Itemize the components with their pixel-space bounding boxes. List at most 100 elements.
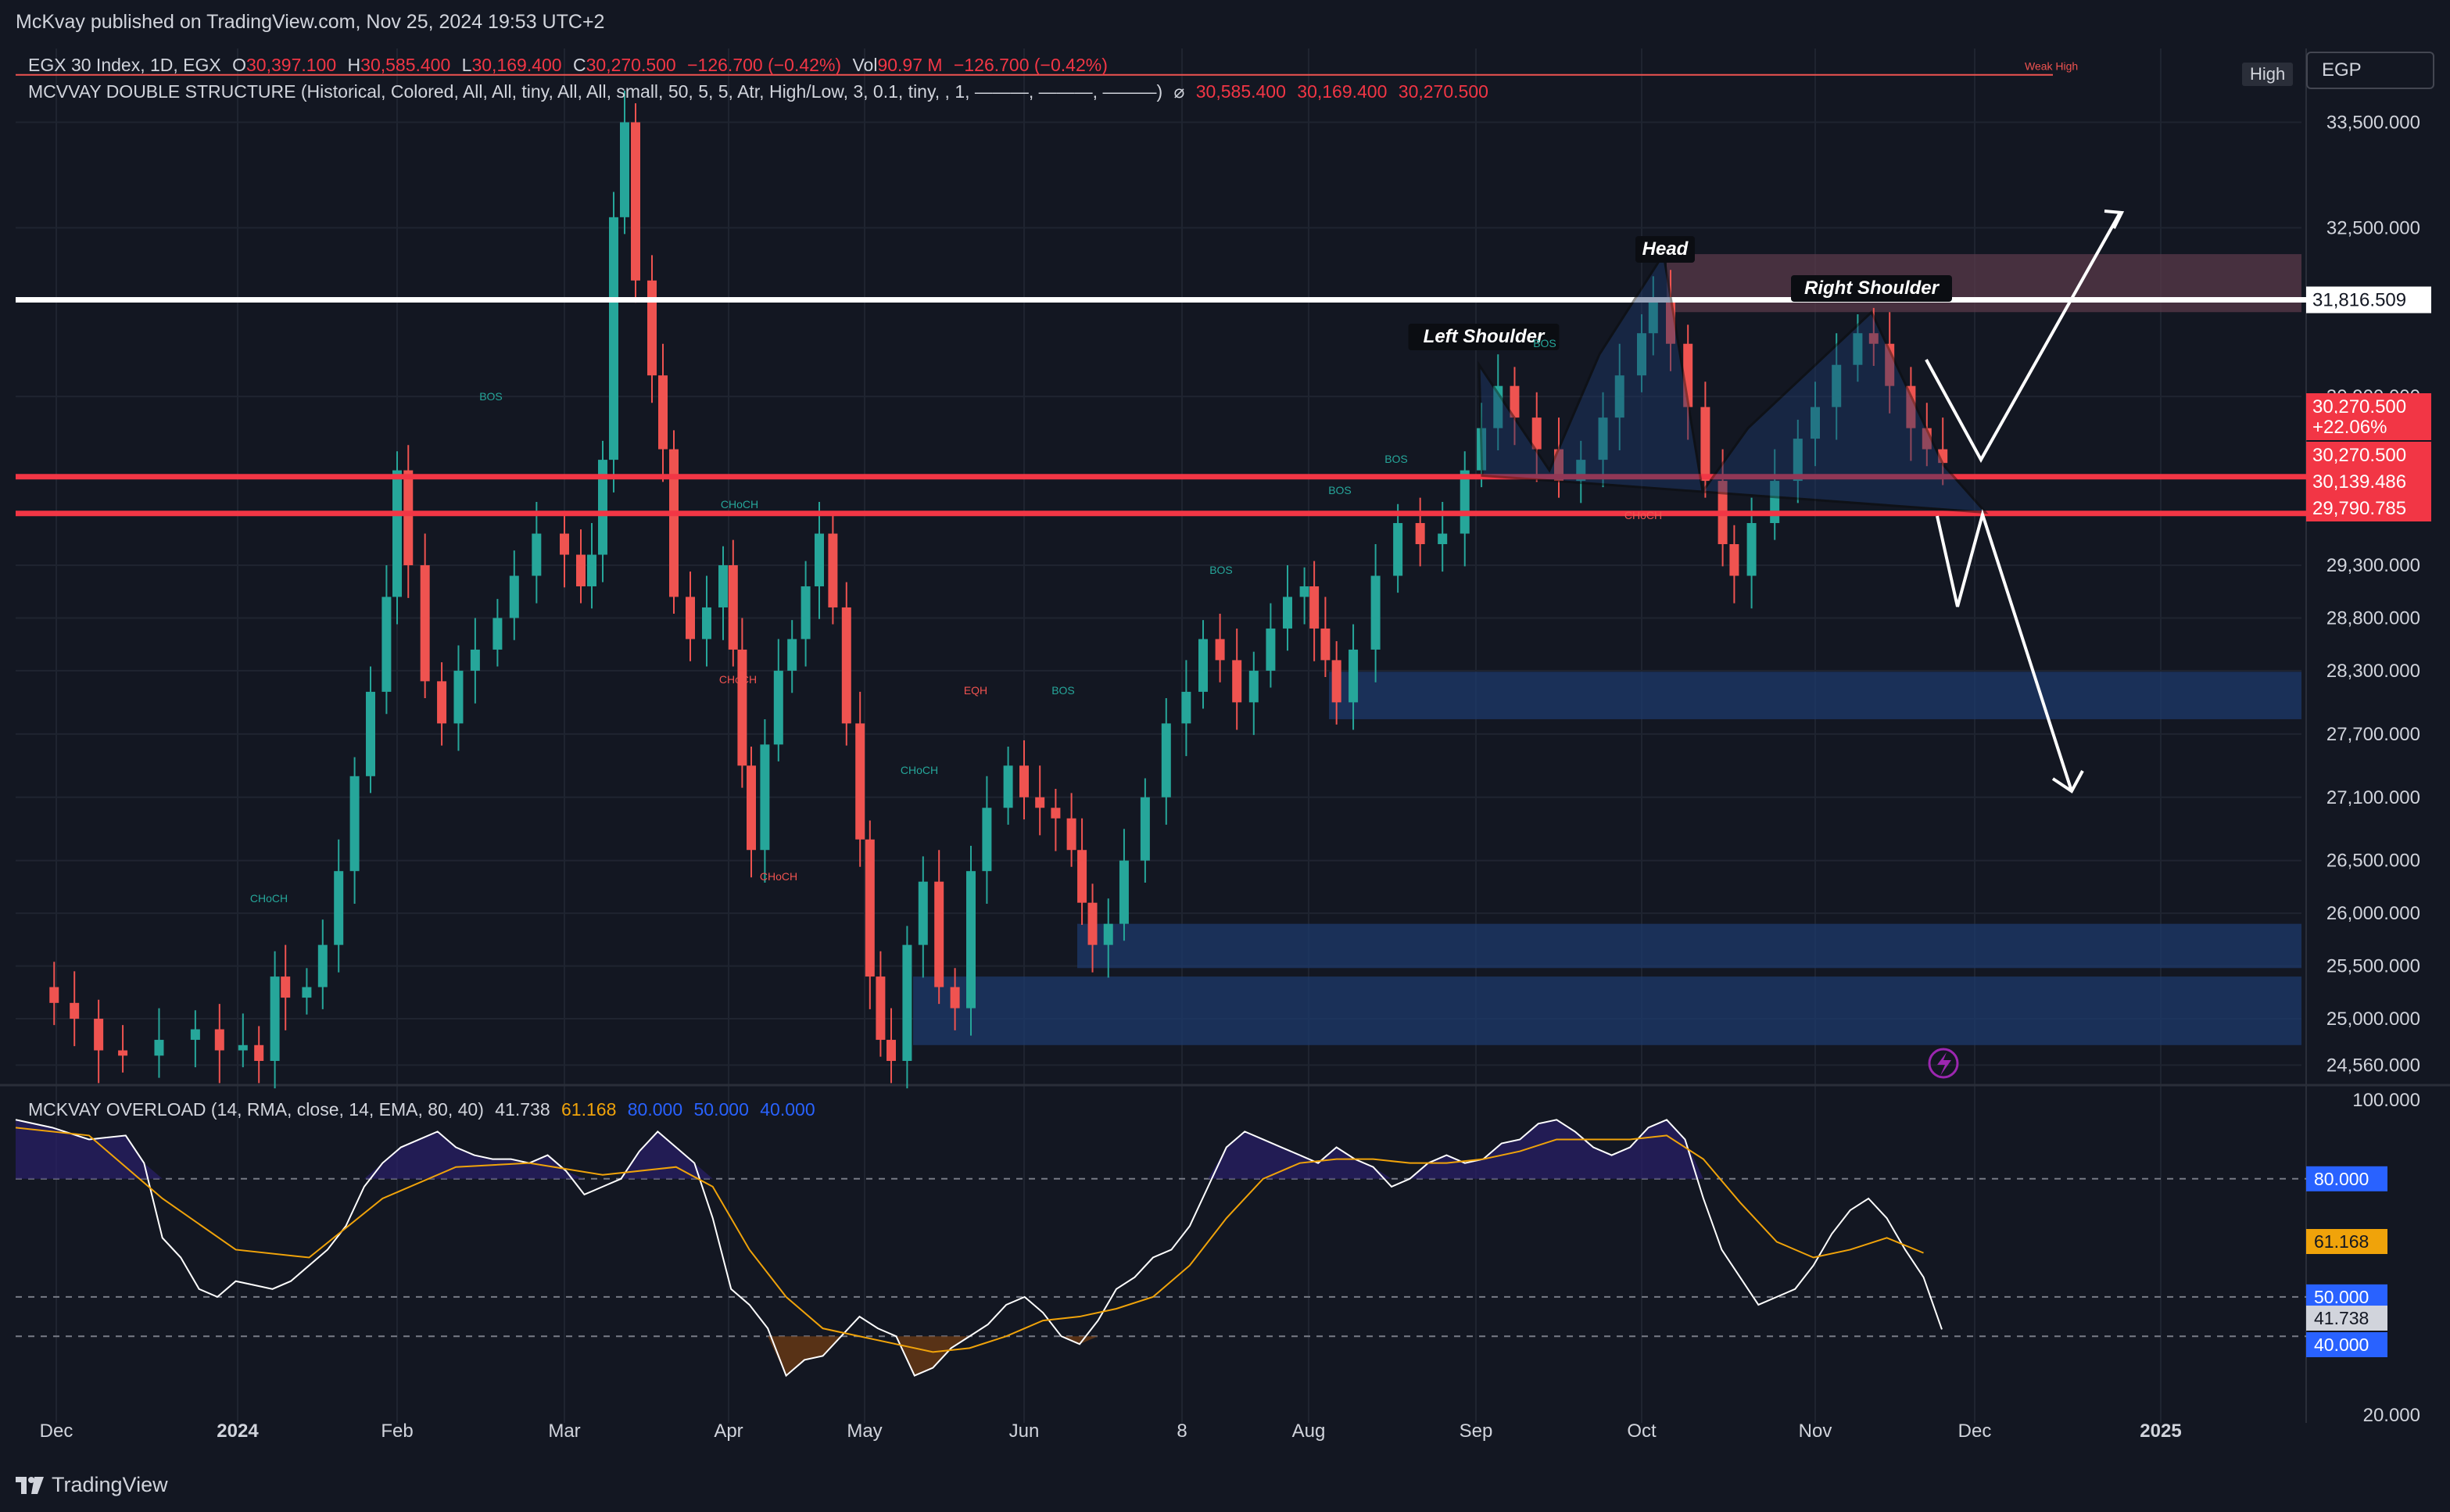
open-label: O: [232, 55, 247, 75]
x-tick-label: 8: [1177, 1421, 1187, 1442]
indicator-name[interactable]: MCVVAY DOUBLE STRUCTURE (Historical, Col…: [28, 81, 1163, 102]
y-tick-label: 28,800.000: [2326, 607, 2420, 629]
osc-label-1: 61.168: [2306, 1229, 2387, 1254]
candle-body: [1283, 597, 1292, 629]
osc-main-line: [15, 1119, 1943, 1378]
candle-body: [647, 280, 657, 376]
close-label: C: [572, 55, 586, 75]
x-tick-label: Sep: [1460, 1421, 1493, 1442]
price-label-bg: [2306, 495, 2431, 521]
candle-body: [94, 1019, 104, 1051]
candle-body: [317, 944, 328, 987]
x-tick-label: 2024: [217, 1421, 259, 1442]
price-label-text: 29,790.785: [2312, 498, 2406, 519]
price-label-3: 30,270.500: [2306, 442, 2431, 468]
tradingview-logo[interactable]: TradingView: [16, 1473, 168, 1497]
candle-body: [658, 375, 668, 450]
candle-body: [1793, 439, 1803, 482]
candle-body: [702, 607, 711, 640]
oscillator-v3: 80.000: [627, 1099, 683, 1120]
candle-body: [855, 723, 865, 840]
candle-body: [1938, 449, 1948, 464]
candle-body: [238, 1044, 248, 1051]
candle-body: [918, 881, 928, 945]
demand-zone-2: [913, 976, 2301, 1045]
osc-label-3: 41.738: [2306, 1306, 2387, 1331]
demand-zone-1: [1077, 923, 2301, 969]
y-tick-label: 28,300.000: [2326, 661, 2420, 682]
osc-label-2: 50.000: [2306, 1284, 2387, 1310]
indicator-v2: 30,169.400: [1297, 81, 1388, 102]
y-tick-label: 25,500.000: [2326, 956, 2420, 977]
candle-body: [1700, 407, 1710, 482]
structure-label-0: BOS: [479, 390, 503, 403]
candle-body: [1266, 628, 1276, 671]
osc-label-text: 61.168: [2314, 1231, 2369, 1252]
candle-body: [609, 217, 618, 460]
candle-body: [1035, 797, 1045, 808]
osc-label-text: 41.738: [2314, 1308, 2369, 1328]
symbol-name[interactable]: EGX 30 Index, 1D, EGX: [28, 55, 221, 75]
volume-value: 90.97 M: [877, 55, 943, 75]
candle-body: [1510, 385, 1520, 418]
right-shoulder-label-text: Right Shoulder: [1804, 278, 1940, 299]
candle-body: [281, 976, 291, 998]
head-shoulders-pattern: [1478, 250, 1989, 514]
candle-body: [865, 839, 875, 977]
candle-body: [1087, 902, 1098, 945]
structure-label-10: BOS: [1384, 453, 1408, 465]
candle-body: [598, 460, 607, 555]
candle-body: [214, 1029, 224, 1051]
head-label: Head: [1635, 236, 1695, 263]
candle-body: [1554, 449, 1563, 482]
candle-body: [934, 881, 944, 987]
candle-body: [1683, 343, 1693, 407]
y-tick-label: 26,000.000: [2326, 903, 2420, 924]
lightning-icon: [1928, 1048, 1959, 1079]
osc-tick-label: 20.000: [2363, 1405, 2420, 1426]
publisher-header: McKvay published on TradingView.com, Nov…: [0, 0, 2450, 48]
candle-body: [982, 808, 992, 872]
y-tick-label: 25,000.000: [2326, 1009, 2420, 1030]
candle-body: [1614, 375, 1624, 418]
osc-signal-line: [15, 1127, 1924, 1353]
candle-body: [576, 554, 586, 586]
x-tick-label: Jun: [1009, 1421, 1040, 1442]
candle-body: [801, 586, 811, 640]
high-tag: High: [2242, 63, 2294, 86]
candle-body: [392, 470, 402, 597]
candle-body: [1493, 385, 1503, 428]
candle-body: [1103, 923, 1113, 945]
lightning-bolt: [1937, 1052, 1951, 1076]
structure-label-7: BOS: [1051, 684, 1075, 697]
x-tick-label: Nov: [1799, 1421, 1832, 1442]
publisher-text: McKvay published on TradingView.com, Nov…: [16, 11, 605, 33]
price-label-text: 30,270.500: [2312, 445, 2406, 466]
candle-body: [1066, 818, 1076, 851]
osc-label-bg: [2306, 1166, 2387, 1191]
oscillator-name[interactable]: MCKVAY OVERLOAD (14, RMA, close, 14, EMA…: [28, 1099, 484, 1120]
high-value: 30,585.400: [360, 55, 451, 75]
x-tick-label: 2025: [2140, 1421, 2181, 1442]
candle-body: [302, 987, 312, 998]
candle-body: [787, 639, 797, 671]
head-label-box: [1635, 236, 1695, 263]
left-shoulder-label-text: Left Shoulder: [1424, 326, 1546, 347]
candle-body: [876, 976, 886, 1041]
symbol-legend: EGX 30 Index, 1D, EGX O30,397.100 H30,58…: [28, 55, 1114, 76]
right-shoulder-label: Right Shoulder: [1791, 275, 1952, 302]
candle-body: [669, 449, 679, 597]
structure-label-8: BOS: [1209, 564, 1233, 576]
candle-body: [403, 470, 414, 565]
candle-body: [349, 776, 360, 872]
candle-body: [1181, 691, 1191, 724]
head-label-text: Head: [1642, 238, 1689, 260]
currency-selector[interactable]: EGP: [2306, 52, 2434, 89]
structure-label-4: CHoCH: [721, 498, 758, 511]
candle-body: [1215, 639, 1225, 661]
candle-body: [1598, 417, 1608, 460]
oscillator-v5: 40.000: [760, 1099, 815, 1120]
demand-zone-0: [1329, 672, 2301, 719]
candle-body: [190, 1029, 200, 1041]
